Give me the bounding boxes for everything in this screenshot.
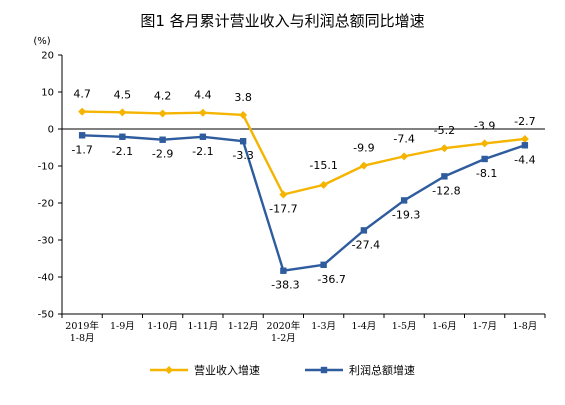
series-line-profit [82,134,526,272]
data-label: -38.3 [271,279,299,292]
data-label: -3.3 [232,149,253,162]
chart-title: 图1 各月累计营业收入与利润总额同比增速 [140,12,425,30]
x-tick-label: 1-3月 [311,321,336,332]
data-point-marker [279,190,288,199]
x-tick-label: 1-10月 [147,321,178,332]
y-tick-label: -40 [38,273,54,284]
y-tick-label: -30 [38,236,54,247]
x-tick-label: 1-11月 [187,321,218,332]
data-point-marker [198,108,207,117]
data-point-marker [239,138,247,145]
data-point-marker [199,133,207,140]
data-label: -7.4 [393,132,414,145]
data-label: -2.1 [192,145,213,158]
series-line-revenue [82,110,526,196]
data-label: -2.9 [152,148,173,161]
data-point-marker [119,133,126,140]
y-tick-label: 10 [41,88,54,99]
data-point-marker [480,139,489,148]
data-point-marker [239,110,248,119]
y-tick-label: 20 [41,51,54,62]
legend-marker [165,366,173,374]
x-tick-label: 1-5月 [392,321,417,332]
data-point-marker [158,109,167,118]
data-point-marker [118,108,127,117]
data-point-marker [400,197,408,204]
x-tick-label: 2020年 1-2月 [267,320,301,344]
data-label: -19.3 [392,208,420,221]
data-point-marker [159,136,166,143]
data-point-marker [520,134,529,143]
data-point-marker [319,180,328,189]
data-label: -36.7 [317,273,345,286]
y-tick-label: -20 [38,199,54,210]
x-tick-label: 1-6月 [432,321,457,332]
data-point-marker [78,107,87,116]
y-tick-label: 0 [48,125,54,136]
data-point-marker [280,267,287,274]
data-label: -3.9 [474,119,495,132]
data-label: -15.1 [309,159,337,172]
legend-marker [320,366,328,374]
data-label: -5.2 [434,124,455,137]
x-tick-label: 1-4月 [351,321,376,332]
data-point-marker [78,132,86,139]
data-label: -12.8 [432,184,460,197]
data-label: -9.9 [353,142,374,155]
data-label: -1.7 [71,143,92,156]
data-point-marker [360,227,368,234]
data-label: -2.7 [514,115,535,128]
y-axis-unit-label: (%) [33,36,50,47]
data-point-marker [320,261,327,268]
data-label: 3.8 [234,91,252,104]
y-tick-label: -50 [38,310,54,321]
data-label: -8.1 [476,167,497,180]
data-label: -2.1 [112,145,133,158]
x-tick-label: 1-12月 [228,321,259,332]
data-point-marker [440,144,449,153]
data-label: -27.4 [352,238,380,251]
x-tick-label: 1-9月 [110,321,135,332]
legend-label: 利润总额增速 [349,363,415,377]
x-tick-label: 1-8月 [512,321,537,332]
data-label: 4.2 [154,89,172,102]
data-point-marker [400,152,409,161]
data-point-marker [441,173,448,180]
data-label: -4.4 [514,153,535,166]
legend-label: 营业收入增速 [194,363,260,377]
data-point-marker [521,142,529,149]
y-tick-label: -10 [38,162,54,173]
data-label: 4.4 [194,89,212,102]
data-label: 4.7 [73,88,91,101]
x-tick-label: 2019年 1-8月 [65,320,99,344]
data-label: 4.5 [114,88,132,101]
data-point-marker [359,161,368,170]
data-label: -17.7 [269,202,297,215]
x-tick-label: 1-7月 [472,321,497,332]
data-point-marker [481,155,488,163]
